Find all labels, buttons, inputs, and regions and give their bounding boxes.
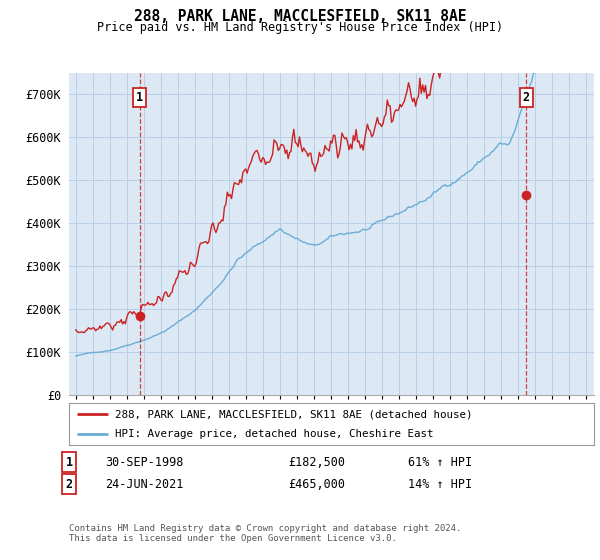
Text: Contains HM Land Registry data © Crown copyright and database right 2024.
This d: Contains HM Land Registry data © Crown c… xyxy=(69,524,461,543)
Text: 1: 1 xyxy=(65,455,73,469)
Text: 61% ↑ HPI: 61% ↑ HPI xyxy=(408,455,472,469)
Text: £465,000: £465,000 xyxy=(288,478,345,491)
Text: 288, PARK LANE, MACCLESFIELD, SK11 8AE (detached house): 288, PARK LANE, MACCLESFIELD, SK11 8AE (… xyxy=(115,409,473,419)
Text: HPI: Average price, detached house, Cheshire East: HPI: Average price, detached house, Ches… xyxy=(115,430,434,439)
Text: 2: 2 xyxy=(523,91,530,104)
Text: Price paid vs. HM Land Registry's House Price Index (HPI): Price paid vs. HM Land Registry's House … xyxy=(97,21,503,34)
Text: 2: 2 xyxy=(65,478,73,491)
Text: 30-SEP-1998: 30-SEP-1998 xyxy=(105,455,184,469)
Text: 288, PARK LANE, MACCLESFIELD, SK11 8AE: 288, PARK LANE, MACCLESFIELD, SK11 8AE xyxy=(134,9,466,24)
Text: 1: 1 xyxy=(136,91,143,104)
Text: £182,500: £182,500 xyxy=(288,455,345,469)
Text: 14% ↑ HPI: 14% ↑ HPI xyxy=(408,478,472,491)
Text: 24-JUN-2021: 24-JUN-2021 xyxy=(105,478,184,491)
